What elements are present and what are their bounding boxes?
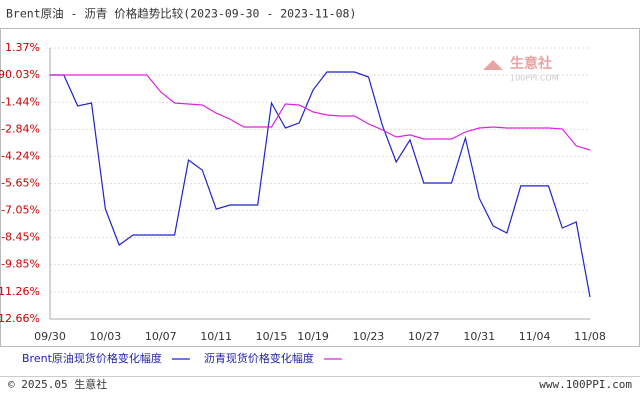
series-line xyxy=(50,74,591,151)
watermark-logo xyxy=(483,60,503,70)
y-tick-label: -4.24% xyxy=(1,149,40,162)
y-tick-label: -5.65% xyxy=(1,177,40,190)
y-tick-label: -7.05% xyxy=(1,204,40,217)
footer-right: www.100PPI.com xyxy=(539,378,632,391)
chart-title: Brent原油 - 沥青 价格趋势比较(2023-09-30 - 2023-11… xyxy=(6,7,356,21)
y-tick-label: -2.84% xyxy=(1,122,40,135)
y-tick-label: -1.44% xyxy=(1,95,40,108)
watermark-brand: 生意社 xyxy=(510,55,552,72)
y-tick-label: -8.45% xyxy=(1,231,40,244)
x-tick-label: 10/31 xyxy=(463,330,495,343)
x-tick-label: 11/04 xyxy=(519,330,551,343)
y-tick-label: -9.85% xyxy=(1,258,40,271)
footer-left: © 2025.05 生意社 xyxy=(8,377,107,391)
y-tick-label: 90.03% xyxy=(0,68,40,81)
x-tick-label: 10/23 xyxy=(353,330,385,343)
watermark-site: 100PPI.COM xyxy=(510,74,559,83)
x-tick-label: 10/19 xyxy=(297,330,329,343)
legend-label: 沥青现货价格变化幅度 xyxy=(204,351,314,365)
y-tick-label: 1.37% xyxy=(5,41,40,54)
x-tick-label: 10/15 xyxy=(256,330,288,343)
y-tick-label: -11.26% xyxy=(0,285,40,298)
x-tick-label: 10/11 xyxy=(200,330,232,343)
series-line xyxy=(50,71,591,298)
x-tick-label: 10/03 xyxy=(90,330,122,343)
y-tick-label: -12.66% xyxy=(0,312,40,325)
x-tick-label: 10/07 xyxy=(145,330,177,343)
x-tick-label: 10/27 xyxy=(408,330,440,343)
watermark: 生意社 100PPI.COM xyxy=(483,55,559,83)
x-tick-label: 11/08 xyxy=(574,330,606,343)
x-tick-label: 09/30 xyxy=(34,330,66,343)
legend-label: Brent原油现货价格变化幅度 xyxy=(22,351,162,365)
